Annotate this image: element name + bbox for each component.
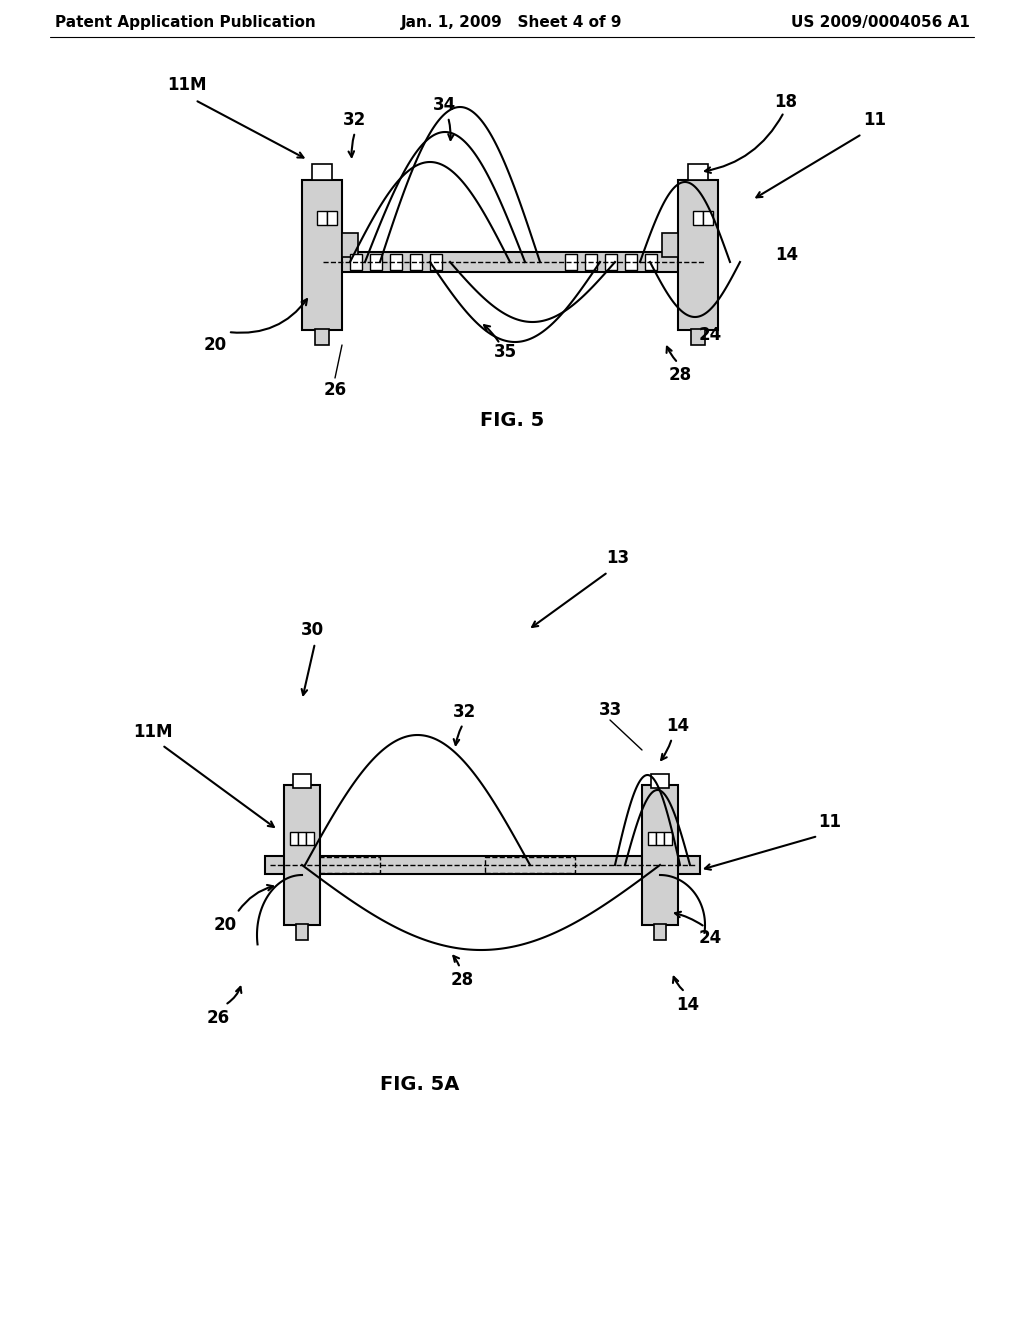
- Bar: [296, 924, 308, 940]
- Text: 32: 32: [454, 704, 476, 721]
- Bar: [625, 253, 637, 271]
- Text: 18: 18: [774, 92, 798, 111]
- Bar: [691, 329, 705, 345]
- Bar: [703, 211, 713, 224]
- Bar: [410, 253, 422, 271]
- Bar: [585, 253, 597, 271]
- Bar: [678, 180, 718, 330]
- Bar: [312, 164, 332, 180]
- Bar: [485, 857, 575, 873]
- Text: 35: 35: [494, 343, 516, 360]
- Bar: [290, 832, 298, 845]
- Text: FIG. 5A: FIG. 5A: [380, 1076, 460, 1094]
- Text: 26: 26: [324, 381, 346, 399]
- Bar: [693, 211, 703, 224]
- Text: 34: 34: [433, 96, 457, 114]
- Text: 32: 32: [343, 111, 367, 129]
- Text: 11M: 11M: [167, 77, 207, 94]
- Text: 11M: 11M: [133, 723, 172, 741]
- Bar: [651, 774, 669, 788]
- Bar: [327, 211, 337, 224]
- Bar: [430, 253, 442, 271]
- Text: 30: 30: [300, 620, 324, 639]
- Text: 14: 14: [775, 246, 798, 264]
- Text: 28: 28: [451, 972, 473, 989]
- Bar: [688, 164, 708, 180]
- Text: 11: 11: [863, 111, 887, 129]
- Bar: [306, 832, 314, 845]
- Bar: [315, 329, 329, 345]
- Bar: [302, 180, 342, 330]
- Bar: [298, 832, 306, 845]
- Text: 20: 20: [213, 916, 237, 935]
- Text: 26: 26: [207, 1008, 229, 1027]
- Text: Jan. 1, 2009   Sheet 4 of 9: Jan. 1, 2009 Sheet 4 of 9: [401, 16, 623, 30]
- Bar: [642, 785, 678, 925]
- Bar: [662, 234, 678, 257]
- Bar: [293, 774, 311, 788]
- Text: FIG. 5: FIG. 5: [480, 411, 544, 429]
- Text: 13: 13: [606, 549, 630, 568]
- Bar: [656, 832, 664, 845]
- Bar: [648, 832, 656, 845]
- Bar: [265, 855, 700, 874]
- Text: US 2009/0004056 A1: US 2009/0004056 A1: [792, 16, 970, 30]
- Bar: [605, 253, 617, 271]
- Bar: [390, 253, 402, 271]
- Text: Patent Application Publication: Patent Application Publication: [55, 16, 315, 30]
- Bar: [654, 924, 666, 940]
- Bar: [645, 253, 657, 271]
- Bar: [342, 234, 358, 257]
- Bar: [317, 211, 327, 224]
- Bar: [318, 252, 710, 272]
- Text: 14: 14: [667, 717, 689, 735]
- Text: 14: 14: [677, 997, 699, 1014]
- Bar: [664, 832, 672, 845]
- Text: 28: 28: [669, 366, 691, 384]
- Text: 11: 11: [818, 813, 842, 832]
- Text: 24: 24: [698, 929, 722, 946]
- Text: 20: 20: [204, 337, 226, 354]
- Bar: [284, 785, 319, 925]
- Bar: [565, 253, 577, 271]
- Bar: [370, 253, 382, 271]
- Text: 33: 33: [598, 701, 622, 719]
- Text: 24: 24: [698, 326, 722, 345]
- Bar: [350, 253, 362, 271]
- Bar: [290, 857, 380, 873]
